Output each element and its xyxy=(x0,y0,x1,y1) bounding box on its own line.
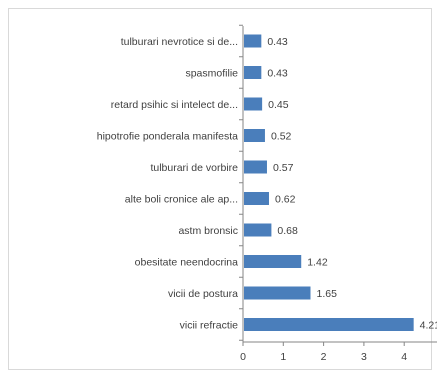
bar xyxy=(244,34,262,48)
value-label: 0.57 xyxy=(273,162,294,174)
category-label: retard psihic si intelect de... xyxy=(111,99,238,111)
x-tick-label: 4 xyxy=(401,351,407,363)
bar xyxy=(244,66,262,79)
value-label: 0.43 xyxy=(267,36,288,48)
x-tick-label: 2 xyxy=(321,351,327,363)
value-label: 0.52 xyxy=(271,131,292,143)
bar xyxy=(244,192,269,205)
category-label: astm bronsic xyxy=(178,225,238,237)
bar xyxy=(244,129,265,142)
value-label: 4.21 xyxy=(420,320,437,332)
category-label: vicii refractie xyxy=(180,320,239,332)
value-label: 0.62 xyxy=(275,194,296,206)
bar xyxy=(244,160,267,174)
category-label: tulburari nevrotice si de... xyxy=(121,36,238,48)
bar xyxy=(244,318,414,331)
value-label: 0.45 xyxy=(268,99,289,111)
value-label: 0.68 xyxy=(277,225,298,237)
bar xyxy=(244,255,302,268)
x-tick-label: 0 xyxy=(240,351,246,363)
value-label: 1.42 xyxy=(307,257,328,269)
category-label: alte boli cronice ale ap... xyxy=(125,194,238,206)
x-tick-label: 1 xyxy=(280,351,286,363)
x-tick-label: 3 xyxy=(361,351,367,363)
category-label: spasmofilie xyxy=(185,68,238,80)
category-label: hipotrofie ponderala manifesta xyxy=(97,131,238,143)
bar xyxy=(244,223,272,237)
value-label: 0.43 xyxy=(267,68,288,80)
value-label: 1.65 xyxy=(316,288,337,300)
chart-frame xyxy=(8,8,432,370)
bar xyxy=(244,286,311,300)
bar xyxy=(244,97,263,111)
category-label: tulburari de vorbire xyxy=(150,162,238,174)
category-label: vicii de postura xyxy=(168,288,238,300)
category-label: obesitate neendocrina xyxy=(135,257,238,269)
